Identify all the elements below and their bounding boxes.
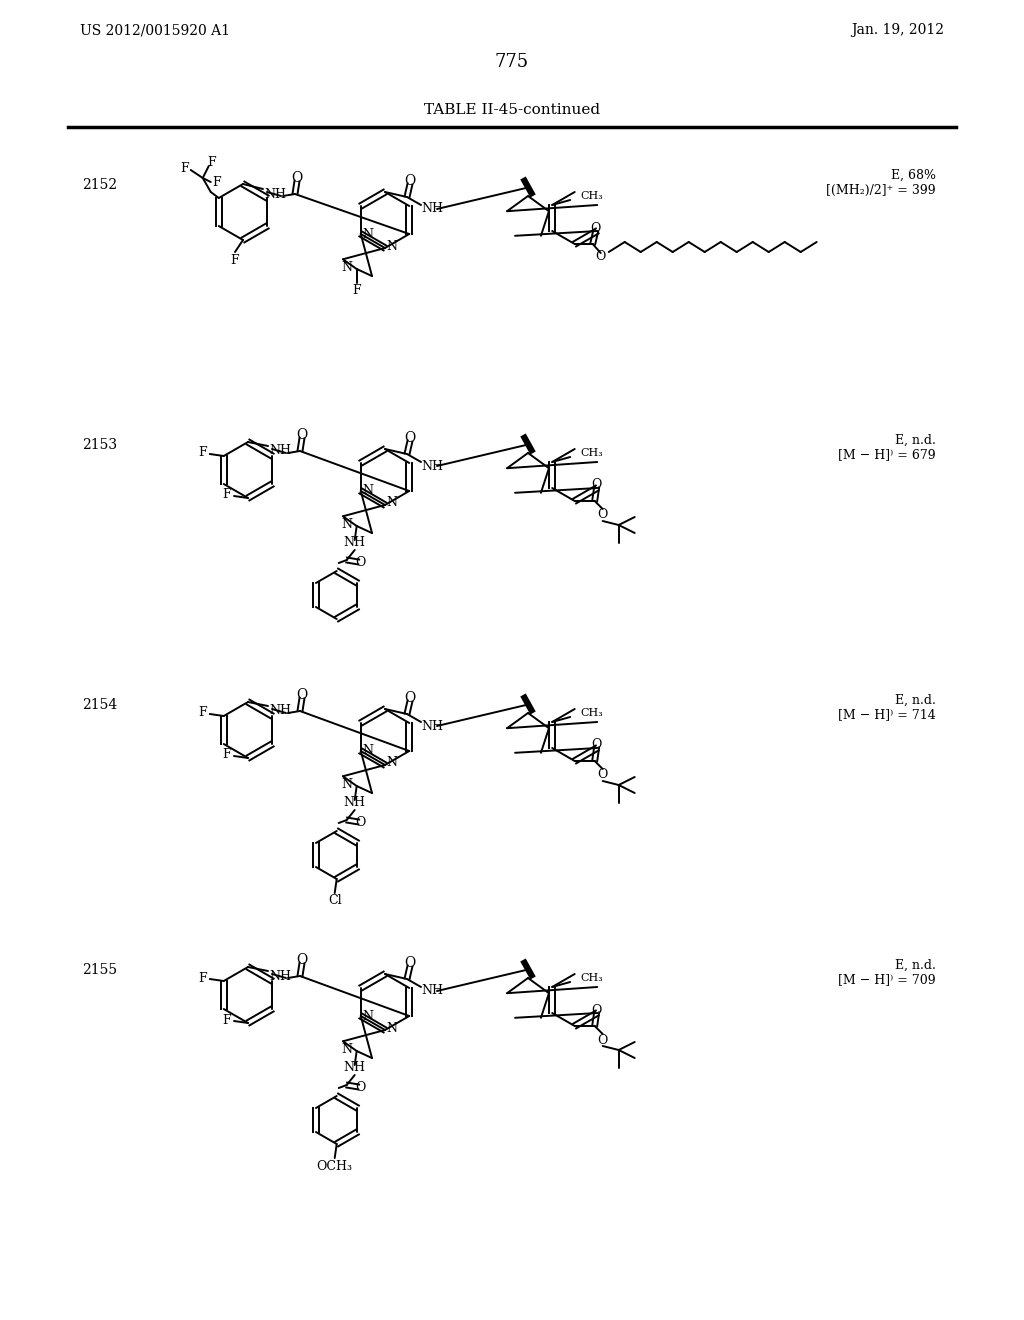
Text: F: F xyxy=(352,284,361,297)
Text: CH₃: CH₃ xyxy=(581,191,603,201)
Text: [M − H]⁾ = 714: [M − H]⁾ = 714 xyxy=(839,709,936,722)
Text: N: N xyxy=(341,260,352,273)
Text: N: N xyxy=(386,239,397,252)
Text: 2153: 2153 xyxy=(82,438,117,451)
Text: NH: NH xyxy=(269,445,291,458)
Text: F: F xyxy=(222,488,231,502)
Text: TABLE II-45-continued: TABLE II-45-continued xyxy=(424,103,600,117)
Text: 775: 775 xyxy=(495,53,529,71)
Text: F: F xyxy=(208,156,216,169)
Text: E, 68%: E, 68% xyxy=(891,169,936,181)
Text: O: O xyxy=(598,508,608,521)
Text: O: O xyxy=(355,1081,366,1093)
Text: O: O xyxy=(404,174,416,187)
Text: O: O xyxy=(404,432,416,445)
Text: [M − H]⁾ = 709: [M − H]⁾ = 709 xyxy=(839,974,936,986)
Text: N: N xyxy=(341,777,352,791)
Text: F: F xyxy=(199,706,207,719)
Text: Cl: Cl xyxy=(328,894,342,907)
Text: NH: NH xyxy=(269,705,291,718)
Text: 2155: 2155 xyxy=(82,964,117,977)
Text: N: N xyxy=(386,756,397,770)
Text: NH: NH xyxy=(344,1060,366,1073)
Text: NH: NH xyxy=(264,187,286,201)
Text: NH: NH xyxy=(344,796,366,809)
Text: N: N xyxy=(362,227,374,240)
Text: N: N xyxy=(386,1022,397,1035)
Text: O: O xyxy=(292,172,303,185)
Text: O: O xyxy=(355,556,366,569)
Text: O: O xyxy=(404,690,416,705)
Text: NH: NH xyxy=(421,985,443,998)
Text: O: O xyxy=(598,1034,608,1047)
Text: [M − H]⁾ = 679: [M − H]⁾ = 679 xyxy=(839,449,936,462)
Text: O: O xyxy=(591,222,601,235)
Text: O: O xyxy=(592,738,602,751)
Text: O: O xyxy=(592,479,602,491)
Text: O: O xyxy=(355,816,366,829)
Text: N: N xyxy=(386,496,397,510)
Text: 2154: 2154 xyxy=(82,698,118,711)
Text: N: N xyxy=(341,1043,352,1056)
Text: F: F xyxy=(230,253,240,267)
Text: O: O xyxy=(296,953,307,968)
Text: E, n.d.: E, n.d. xyxy=(895,693,936,706)
Text: 2152: 2152 xyxy=(82,178,117,191)
Text: NH: NH xyxy=(421,459,443,473)
Text: NH: NH xyxy=(421,719,443,733)
Text: F: F xyxy=(212,177,221,190)
Text: Jan. 19, 2012: Jan. 19, 2012 xyxy=(851,22,944,37)
Text: F: F xyxy=(222,748,231,762)
Text: O: O xyxy=(296,428,307,442)
Text: O: O xyxy=(592,1003,602,1016)
Text: N: N xyxy=(362,484,374,498)
Text: F: F xyxy=(199,446,207,459)
Text: O: O xyxy=(598,768,608,781)
Text: N: N xyxy=(341,517,352,531)
Text: O: O xyxy=(596,249,606,263)
Text: CH₃: CH₃ xyxy=(581,973,603,983)
Text: [(MH₂)/2]⁺ = 399: [(MH₂)/2]⁺ = 399 xyxy=(826,183,936,197)
Text: OCH₃: OCH₃ xyxy=(316,1159,352,1172)
Text: F: F xyxy=(222,1014,231,1027)
Text: N: N xyxy=(362,744,374,758)
Text: E, n.d.: E, n.d. xyxy=(895,958,936,972)
Text: F: F xyxy=(199,972,207,985)
Text: O: O xyxy=(404,956,416,970)
Text: NH: NH xyxy=(344,536,366,549)
Text: O: O xyxy=(296,688,307,702)
Text: E, n.d.: E, n.d. xyxy=(895,433,936,446)
Text: N: N xyxy=(362,1010,374,1023)
Text: NH: NH xyxy=(269,969,291,982)
Text: US 2012/0015920 A1: US 2012/0015920 A1 xyxy=(80,22,230,37)
Text: CH₃: CH₃ xyxy=(581,447,603,458)
Text: CH₃: CH₃ xyxy=(581,708,603,718)
Text: NH: NH xyxy=(421,202,443,215)
Text: F: F xyxy=(180,162,189,176)
